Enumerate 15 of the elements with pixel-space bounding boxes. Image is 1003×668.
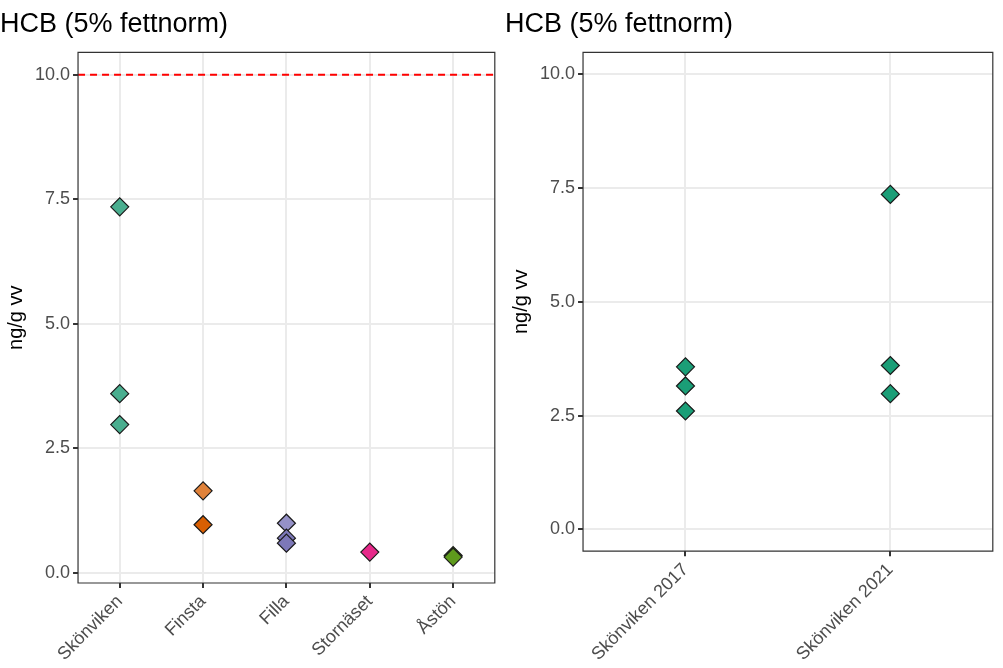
x-tick-label: Filla (255, 590, 294, 629)
y-tick-label: 0.0 (45, 562, 71, 583)
y-tick-label: 5.0 (45, 312, 71, 333)
y-tick-label: 0.0 (550, 518, 576, 539)
y-axis-title: ng/g vv (3, 285, 26, 350)
y-tick-label: 2.5 (45, 437, 71, 458)
chart-title: HCB (5% fettnorm) (505, 7, 734, 38)
y-tick-label: 10.0 (539, 63, 576, 84)
y-tick-label: 7.5 (550, 176, 576, 197)
y-tick-label: 2.5 (550, 404, 576, 425)
y-axis-title: ng/g vv (508, 269, 531, 335)
y-tick-label: 5.0 (550, 290, 576, 311)
y-tick-label: 10.0 (34, 63, 71, 84)
y-tick-label: 7.5 (45, 188, 71, 209)
chart-title: HCB (5% fettnorm) (0, 7, 229, 38)
